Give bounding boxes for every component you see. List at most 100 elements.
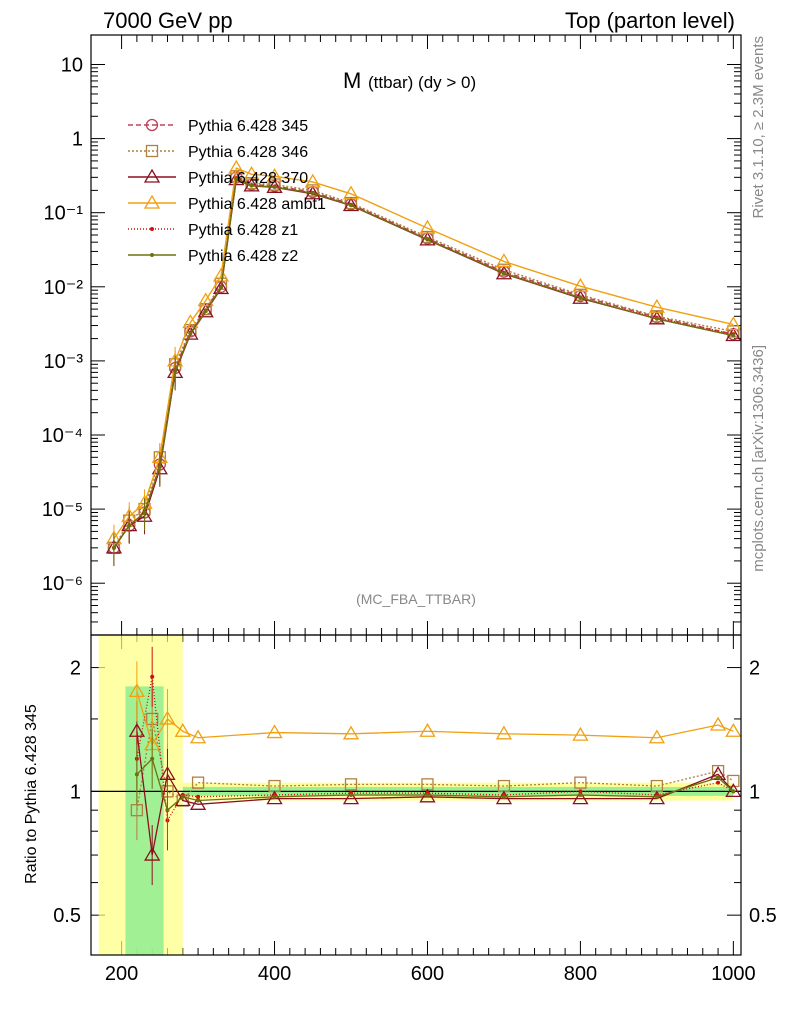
legend-marker	[143, 194, 161, 209]
ratio-point	[419, 722, 436, 737]
data-point	[197, 303, 214, 318]
data-point	[111, 545, 116, 550]
legend-entry-z2: Pythia 6.428 z2	[128, 248, 298, 265]
data-point	[249, 183, 254, 188]
ratio-tick-label-right: 0.5	[749, 905, 777, 927]
data-point	[219, 285, 223, 290]
ratio-tick-label-right: 1	[749, 781, 760, 803]
plot-title: M (ttbar) (dy > 0)	[343, 68, 476, 93]
data-point	[731, 333, 736, 338]
data-point	[304, 173, 321, 188]
ratio-point	[128, 683, 146, 698]
y-tick-label: 1	[72, 129, 83, 151]
legend-label: Pythia 6.428 370	[188, 170, 308, 187]
series-z2	[111, 176, 736, 566]
data-point	[272, 185, 277, 190]
data-point	[188, 331, 193, 336]
ratio-point	[716, 780, 721, 785]
legend-marker	[150, 253, 154, 257]
ratio-point	[196, 794, 201, 799]
ratio-point	[191, 776, 205, 789]
data-point	[574, 288, 587, 301]
data-point	[725, 316, 742, 331]
legend-entry-ambt1: Pythia 6.428 ambt1	[128, 194, 326, 213]
legend-marker	[145, 144, 159, 158]
ratio-tick-label: 2	[70, 658, 81, 680]
data-point	[142, 510, 147, 515]
ratio-ylabel: Ratio to Pythia 6.428 345	[23, 704, 40, 884]
x-tick-label: 400	[258, 963, 291, 985]
ratio-series-s346	[130, 688, 740, 841]
x-tick-label: 200	[105, 963, 138, 985]
header-left: 7000 GeV pp	[103, 8, 233, 33]
data-point	[306, 184, 319, 197]
data-point	[127, 523, 132, 528]
legend-label: Pythia 6.428 345	[188, 118, 308, 135]
ratio-point	[134, 772, 139, 777]
ratio-point	[159, 710, 176, 725]
data-point	[234, 176, 239, 181]
ratio-tick-label: 0.5	[53, 905, 81, 927]
data-point	[419, 231, 436, 246]
ratio-point	[727, 774, 740, 788]
y-tick-label: 10⁻³	[44, 351, 84, 373]
ratio-point	[150, 756, 155, 761]
plot-title-main: M	[343, 68, 361, 93]
x-tick-label: 1000	[711, 963, 756, 985]
ratio-frame	[90, 634, 742, 956]
data-point	[212, 280, 230, 295]
ratio-point	[344, 778, 358, 791]
data-point	[182, 314, 199, 329]
ratio-panel: 200 400 600 800 1000 2 2 1 1 0.5 0.5	[53, 635, 777, 985]
legend-marker	[150, 227, 154, 231]
ratio-point	[572, 790, 589, 805]
ratio-band-green-low	[125, 686, 164, 955]
ratio-point	[578, 792, 583, 797]
legend-label: Pythia 6.428 z2	[188, 248, 298, 265]
ratio-tick-label-right: 2	[749, 658, 760, 680]
data-point	[212, 267, 230, 282]
ratio-point	[709, 716, 727, 731]
ratio-point	[578, 789, 583, 794]
y-tick-label: 10⁻⁴	[42, 425, 83, 447]
data-point	[173, 369, 178, 374]
header-right: Top (parton level)	[565, 8, 735, 33]
ratio-point	[196, 798, 201, 803]
legend-entry-z1: Pythia 6.428 z1	[128, 222, 298, 239]
ratio-point	[419, 788, 436, 803]
ratio-point	[716, 775, 721, 780]
ratio-point	[495, 725, 513, 740]
data-point	[310, 191, 315, 196]
y-tick-label: 10⁻²	[44, 277, 84, 299]
ratio-point	[189, 796, 207, 810]
data-point	[425, 237, 430, 242]
legend-label: Pythia 6.428 ambt1	[188, 196, 326, 213]
ratio-point	[174, 722, 191, 737]
x-tick-label: 600	[411, 963, 444, 985]
ratio-point	[654, 794, 659, 799]
legend-entry-s345: Pythia 6.428 345	[128, 118, 308, 135]
ratio-point	[130, 804, 144, 817]
ratio-point	[349, 792, 353, 797]
ratio-line	[136, 718, 734, 811]
ratio-point	[266, 724, 283, 739]
main-panel: 10 1 10⁻¹ 10⁻² 10⁻³ 10⁻⁴ 10⁻⁵ 10⁻⁶	[42, 35, 742, 636]
data-point	[419, 219, 436, 234]
data-point	[349, 203, 353, 208]
ratio-point	[574, 776, 587, 789]
ratio-point	[144, 846, 161, 861]
data-point	[648, 298, 666, 313]
legend-marker	[143, 168, 161, 183]
ratio-point	[648, 790, 666, 805]
ratio-point	[725, 783, 742, 798]
x-tick-label: 800	[564, 963, 597, 985]
data-point	[495, 253, 513, 268]
ratio-point	[266, 790, 283, 805]
ratio-point	[189, 729, 207, 744]
ratio-point	[495, 790, 513, 805]
rivet-label: Rivet 3.1.10, ≥ 2.3M events	[750, 36, 767, 219]
ratio-point	[180, 794, 185, 799]
ratio-series-ambt1	[128, 661, 742, 775]
analysis-tag: (MC_FBA_TTBAR)	[356, 591, 476, 607]
